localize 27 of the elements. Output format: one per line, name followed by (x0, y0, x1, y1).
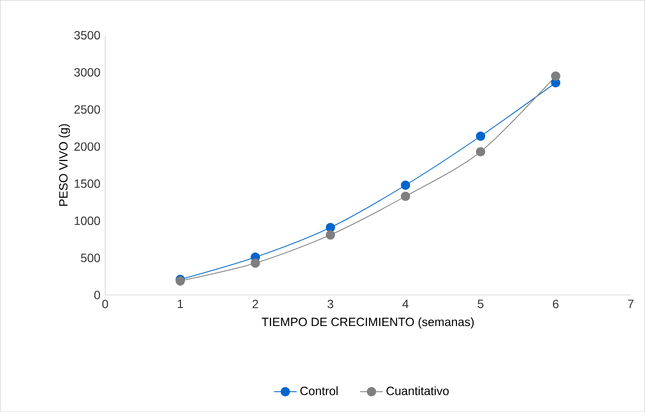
x-tick-label: 3 (328, 300, 334, 308)
x-tick-label: 2 (252, 300, 258, 308)
y-tick-label: 1500 (74, 179, 100, 188)
y-tick-label: 0 (94, 290, 100, 300)
x-tick-label: 4 (402, 300, 408, 308)
y-tick-label: 3500 (74, 30, 100, 40)
point (326, 230, 336, 240)
y-tick-label: 500 (80, 254, 100, 262)
x-tick-label: 5 (478, 300, 484, 308)
y-tick-label: 2500 (74, 105, 100, 114)
y-axis-title: PESO VIVO (g) (58, 124, 70, 206)
legend-label: Cuantitativo (386, 386, 449, 396)
x-axis-title: TIEMPO DE CRECIMIENTO (semanas) (262, 317, 474, 328)
y-tick-label: 3000 (74, 68, 100, 77)
x-tick-label: 6 (552, 300, 558, 308)
point (551, 71, 560, 81)
legend-label: Control (300, 386, 338, 396)
x-tick-label: 0 (102, 300, 108, 308)
y-tick-label: 1000 (74, 216, 100, 225)
point (400, 192, 410, 201)
x-tick-label: 1 (178, 300, 184, 308)
x-tick-label: 7 (628, 300, 634, 308)
y-tick-label: 2000 (74, 142, 100, 151)
point (476, 131, 486, 141)
point (250, 258, 260, 268)
point (476, 147, 486, 156)
point (400, 180, 410, 190)
